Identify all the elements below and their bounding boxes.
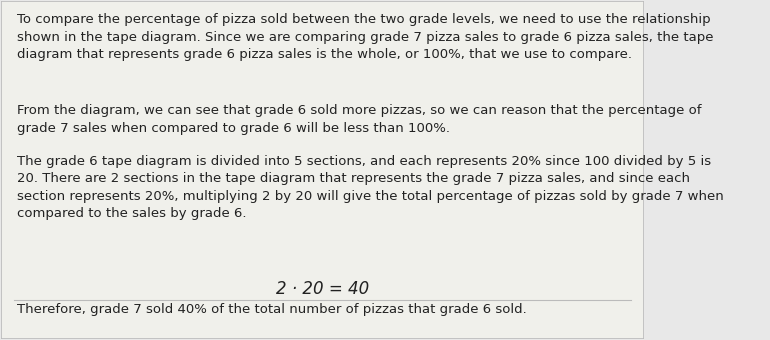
Text: To compare the percentage of pizza sold between the two grade levels, we need to: To compare the percentage of pizza sold … (18, 13, 714, 61)
FancyBboxPatch shape (2, 1, 644, 339)
Text: 2 · 20 = 40: 2 · 20 = 40 (276, 279, 369, 298)
Text: The grade 6 tape diagram is divided into 5 sections, and each represents 20% sin: The grade 6 tape diagram is divided into… (18, 155, 725, 220)
Text: From the diagram, we can see that grade 6 sold more pizzas, so we can reason tha: From the diagram, we can see that grade … (18, 104, 702, 135)
Text: Therefore, grade 7 sold 40% of the total number of pizzas that grade 6 sold.: Therefore, grade 7 sold 40% of the total… (18, 303, 527, 316)
